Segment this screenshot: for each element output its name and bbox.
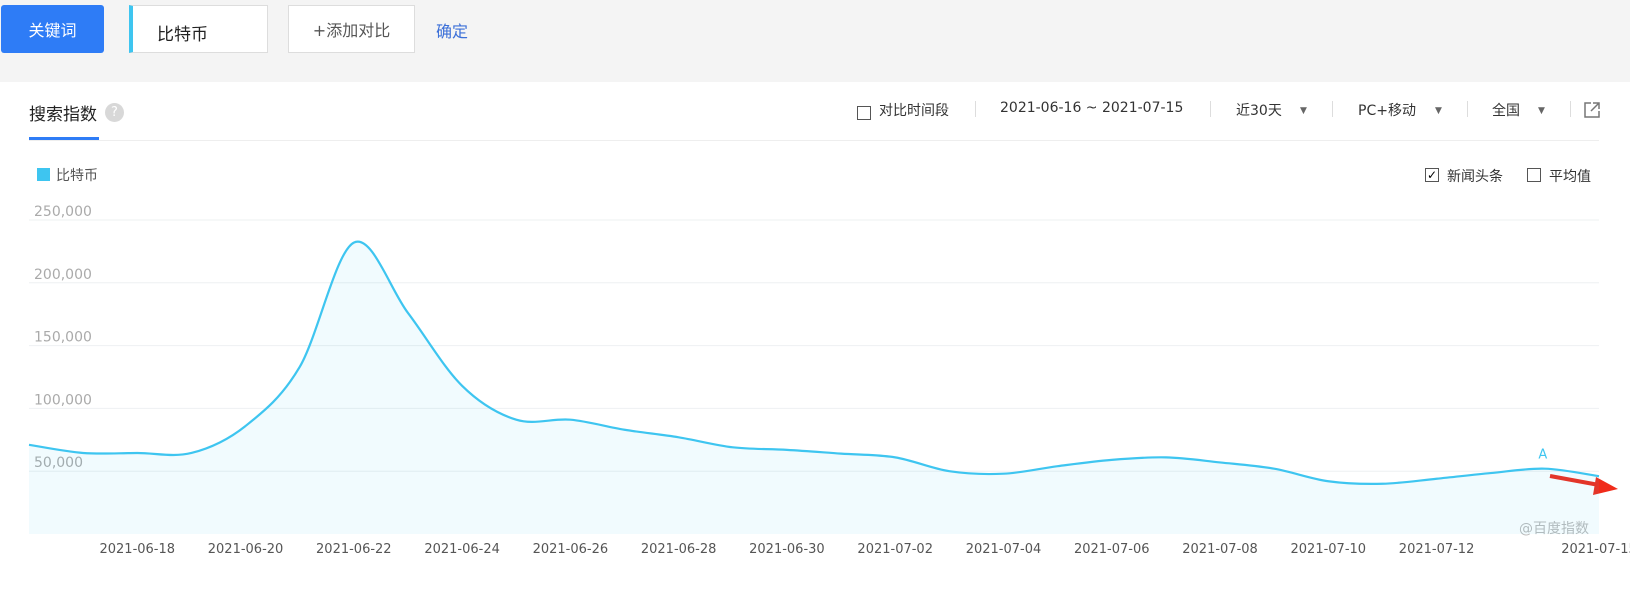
annotation: A [1538,448,1547,463]
dropdown-arrow: ▼ [1435,106,1442,116]
x-tick-label: 2021-07-10 [1291,542,1367,557]
average-label[interactable]: 平均值 [1549,169,1591,185]
x-tick-label: 2021-06-22 [316,542,392,557]
export-icon[interactable] [1583,101,1601,119]
dropdown-arrow: ▼ [1300,106,1307,116]
keyword-input[interactable]: 比特币 [129,5,268,53]
y-tick-label: 250,000 [34,204,92,220]
line [28,240,1600,485]
x-tick-label: 2021-07-12 [1399,542,1475,557]
x-tick-label: 2021-06-18 [99,542,175,557]
tab[interactable]: 搜索指数 [29,105,97,125]
compare-checkbox[interactable] [857,106,871,120]
help-icon[interactable]: ? [105,103,124,122]
separator [1467,101,1468,117]
x-tick-label: 2021-06-26 [533,542,609,557]
x-tick-label: 2021-06-28 [641,542,717,557]
confirm-link[interactable]: 确定 [436,22,469,41]
x-tick-label: 2021-07-08 [1182,542,1258,557]
dropdown-arrow: ▼ [1538,106,1545,116]
add-compare-button[interactable]: +添加对比 [288,5,415,53]
compare-period[interactable]: 对比时间段 [879,103,949,119]
region-select[interactable]: 全国 [1492,103,1520,119]
news-label[interactable]: 新闻头条 [1447,169,1503,185]
x-tick-label: 2021-07-15 [1561,542,1630,557]
separator [1210,101,1211,117]
keyword-button[interactable]: 关键词 [1,5,104,53]
legend-label[interactable]: 比特币 [56,168,98,184]
red-arrow-head [1593,477,1618,495]
device-select[interactable]: PC+移动 [1358,103,1416,119]
legend-swatch [37,168,50,181]
watermark: @百度指数 [1519,521,1589,537]
tab-underline [29,137,99,140]
news-checkbox[interactable]: ✓ [1425,168,1439,182]
date-range[interactable]: 2021-06-16 ~ 2021-07-15 [1000,100,1184,116]
area [29,241,1599,535]
separator [1570,101,1571,117]
y-tick-label: 100,000 [34,392,92,408]
x-tick-label: 2021-06-30 [749,542,825,557]
x-tick-label: 2021-07-06 [1074,542,1150,557]
separator [975,101,976,117]
divider [29,140,1599,141]
x-tick-label: 2021-06-20 [208,542,284,557]
average-checkbox[interactable] [1527,168,1541,182]
separator [1332,101,1333,117]
y-tick-label: 200,000 [34,267,92,283]
x-tick-label: 2021-06-24 [424,542,500,557]
x-tick-label: 2021-07-04 [966,542,1042,557]
panel [0,82,1630,592]
period-select[interactable]: 近30天 [1236,103,1282,119]
y-tick-label: 50,000 [34,455,83,471]
x-tick-label: 2021-07-02 [857,542,933,557]
y-tick-label: 150,000 [34,330,92,346]
